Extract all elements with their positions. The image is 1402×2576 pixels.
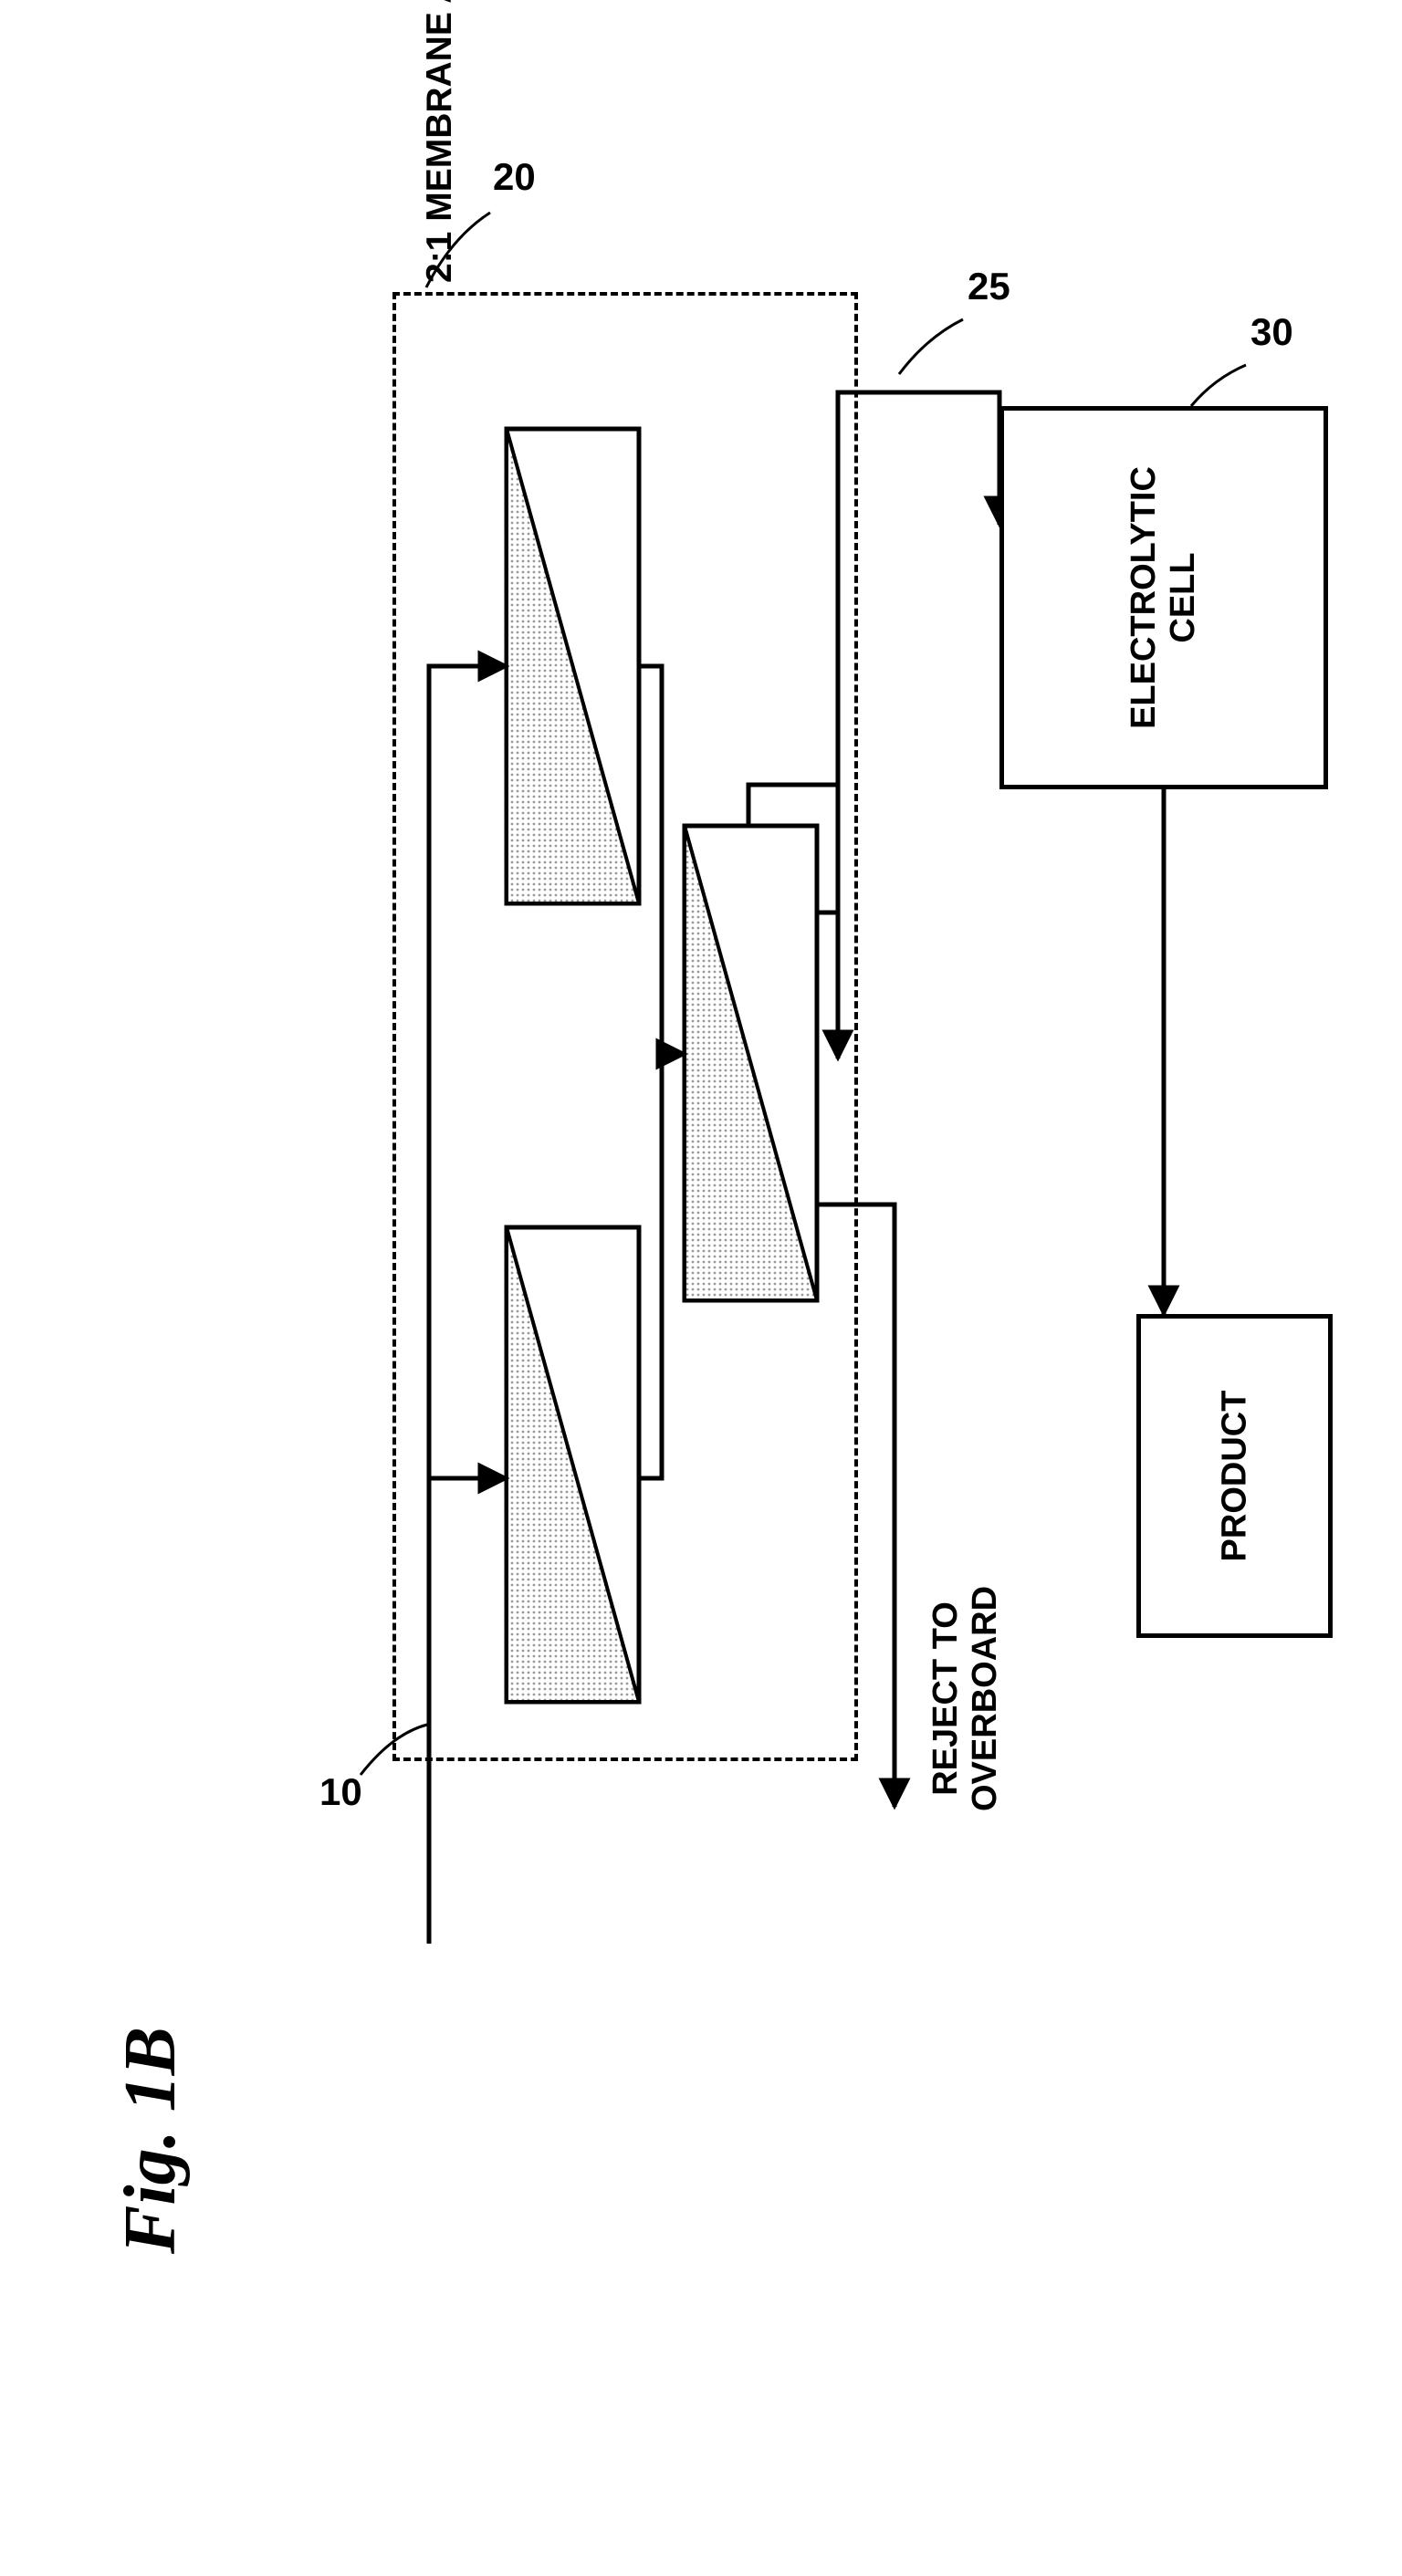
line-bottom-out (639, 1054, 662, 1478)
ref-25: 25 (968, 265, 1010, 308)
electrolytic-cell-box: ELECTROLYTIC CELL (999, 406, 1328, 789)
leader-30 (1191, 365, 1246, 406)
electrolytic-cell-label: ELECTROLYTIC CELL (1125, 466, 1203, 729)
membrane-module-right (685, 826, 817, 1300)
line-reject-overboard (817, 1205, 895, 1807)
line-permeate-to-cell (817, 392, 999, 913)
ref-30: 30 (1250, 310, 1293, 354)
diagram-svg (0, 0, 1402, 2576)
reject-label: REJECT TO OVERBOARD (926, 1586, 1005, 1811)
diagram-canvas: 2:1 MEMBRANE ARRAY ASSEMBLY (0, 0, 1402, 2576)
line-inlet-to-top (429, 666, 507, 1944)
leader-10 (361, 1725, 427, 1775)
product-box: PRODUCT (1136, 1314, 1333, 1638)
ref-10: 10 (319, 1770, 362, 1814)
line-top-out (639, 666, 662, 1054)
product-label: PRODUCT (1215, 1391, 1254, 1562)
leader-20 (426, 213, 490, 287)
ref-20: 20 (493, 155, 536, 199)
figure-label: Fig. 1B (110, 2027, 193, 2254)
membrane-module-bottom (507, 1227, 639, 1702)
membrane-module-top (507, 429, 639, 903)
leader-25 (899, 319, 963, 374)
